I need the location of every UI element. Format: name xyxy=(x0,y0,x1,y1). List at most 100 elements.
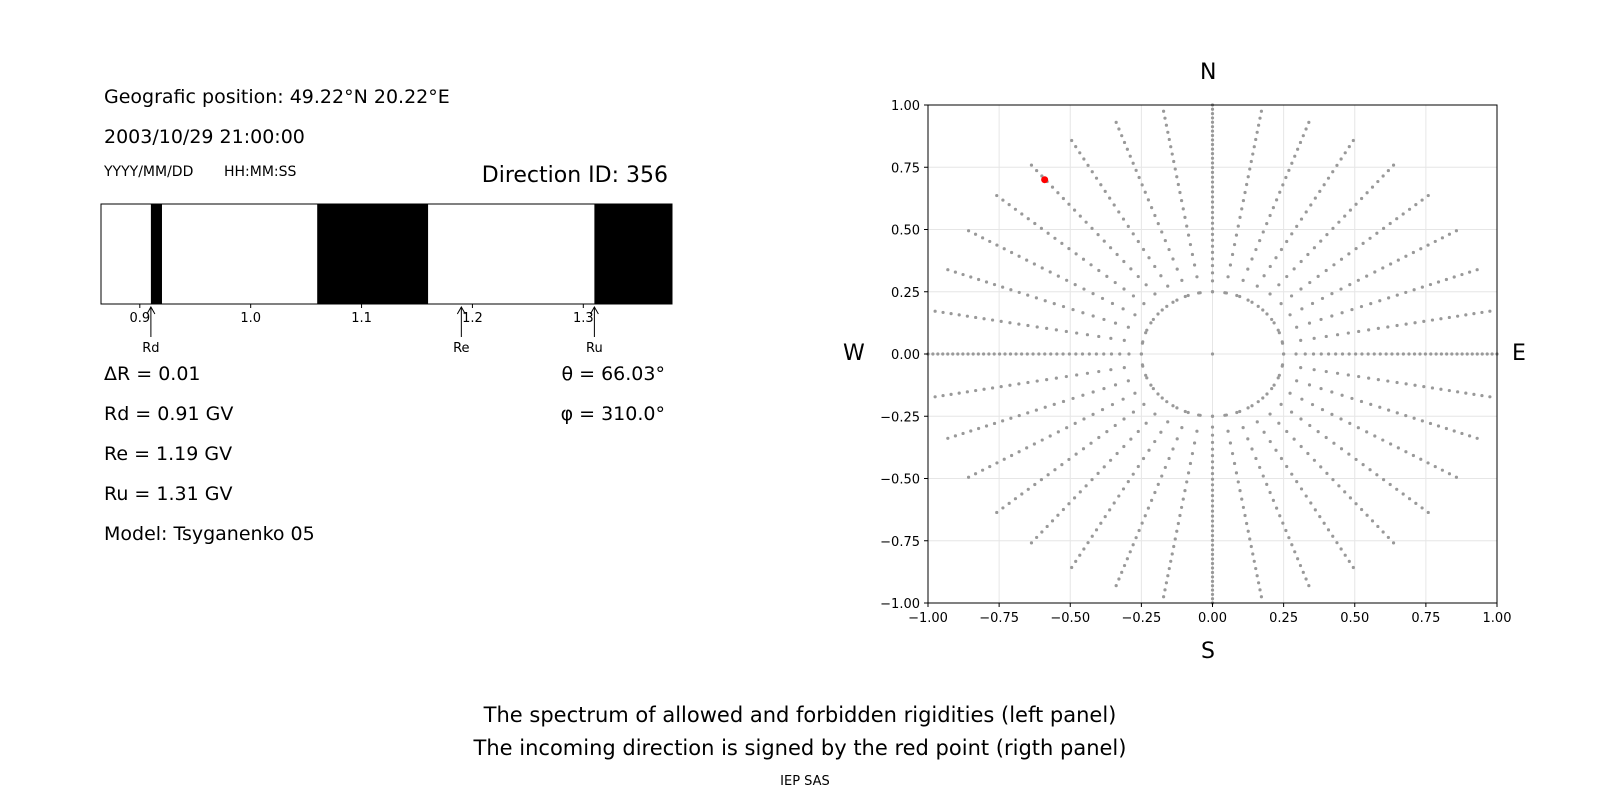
grid-point-395 xyxy=(992,282,997,287)
grid-point-639 xyxy=(1210,440,1215,445)
grid-point-869 xyxy=(1171,404,1175,408)
grid-point-62 xyxy=(1330,314,1334,318)
grid-point-830 xyxy=(1335,371,1340,375)
grid-point-775 xyxy=(1388,482,1392,487)
grid-point-34 xyxy=(1490,352,1494,356)
marker-label-rd: Rd xyxy=(142,341,159,356)
grid-point-244 xyxy=(1210,116,1215,120)
grid-point-846 xyxy=(1480,393,1484,398)
grid-point-867 xyxy=(1151,386,1155,391)
y-tick-label-1: −0.75 xyxy=(880,535,920,550)
grid-point-622 xyxy=(1181,497,1185,501)
grid-point-841 xyxy=(1439,387,1443,391)
grid-point-543 xyxy=(1020,492,1024,496)
grid-point-566 xyxy=(1045,524,1049,529)
grid-point-98 xyxy=(1433,239,1437,244)
rigidity-spectrum-chart: 0.9 1.0 1.1 1.2 1.3 Rd Re Ru xyxy=(100,203,673,356)
grid-point-646 xyxy=(1210,483,1215,487)
grid-point-121 xyxy=(1414,203,1418,207)
grid-point-593 xyxy=(1180,426,1184,430)
grid-point-631 xyxy=(1167,566,1171,571)
grid-point-374 xyxy=(1002,247,1006,251)
grid-point-252 xyxy=(1188,242,1193,247)
grid-point-457 xyxy=(936,352,940,356)
grid-point-691 xyxy=(1256,581,1261,585)
grid-point-439 xyxy=(1031,352,1035,356)
grid-point-831 xyxy=(1346,373,1350,377)
grid-point-400 xyxy=(953,270,958,274)
grid-point-196 xyxy=(1236,224,1240,228)
grid-point-166 xyxy=(1347,145,1351,149)
grid-point-843 xyxy=(1456,390,1460,394)
grid-point-806 xyxy=(1307,383,1312,387)
grid-point-170 xyxy=(1246,267,1250,271)
grid-point-118 xyxy=(1395,217,1399,221)
grid-point-781 xyxy=(1426,510,1430,515)
grid-point-348 xyxy=(1053,236,1057,240)
grid-point-3 xyxy=(1311,352,1316,356)
grid-point-542 xyxy=(1026,487,1030,491)
grid-point-807 xyxy=(1319,386,1323,391)
grid-point-487 xyxy=(1081,393,1085,397)
grid-point-294 xyxy=(1159,274,1163,278)
grid-point-507 xyxy=(1110,402,1115,407)
grid-point-128 xyxy=(1292,267,1296,271)
grid-point-350 xyxy=(1039,226,1044,230)
grid-point-447 xyxy=(987,352,991,356)
grid-point-752 xyxy=(1354,502,1358,506)
direction-scatter-chart: −1.00 −0.75 −0.50 −0.25 0.00 0.25 0.50 0.75 1.00… xyxy=(880,99,1511,626)
grid-point-49 xyxy=(1422,319,1426,323)
grid-point-238 xyxy=(1210,142,1215,147)
grid-point-127 xyxy=(1285,274,1289,279)
grid-point-141 xyxy=(1370,185,1375,189)
x-tick-label-3: −0.25 xyxy=(1121,611,1161,626)
grid-point-364 xyxy=(1082,287,1086,291)
y-tick-label-2: −0.50 xyxy=(880,473,920,488)
grid-point-712 xyxy=(1298,563,1303,568)
grid-point-844 xyxy=(1464,391,1468,395)
grid-point-443 xyxy=(1008,352,1013,356)
grid-point-860 xyxy=(1160,308,1164,312)
grid-point-541 xyxy=(1033,482,1037,487)
ru-value: Ru = 1.31 GV xyxy=(104,483,233,505)
grid-point-367 xyxy=(1056,274,1060,278)
grid-point-726 xyxy=(1304,494,1308,498)
grid-point-186 xyxy=(1298,140,1303,145)
grid-point-855 xyxy=(1224,291,1228,295)
grid-point-667 xyxy=(1210,584,1215,588)
grid-point-408 xyxy=(1064,329,1068,334)
grid-point-105 xyxy=(1299,287,1303,291)
grid-point-594 xyxy=(1175,437,1179,441)
grid-point-236 xyxy=(1210,152,1215,156)
grid-point-599 xyxy=(1156,482,1160,486)
grid-point-668 xyxy=(1210,588,1215,592)
grid-point-51 xyxy=(1439,317,1443,321)
grid-point-290 xyxy=(1117,127,1121,131)
grid-point-44 xyxy=(1376,326,1380,331)
grid-point-538 xyxy=(1053,468,1057,472)
x-tick-label-4: 0.00 xyxy=(1198,611,1227,626)
grid-point-772 xyxy=(1368,468,1372,472)
grid-point-742 xyxy=(1292,437,1296,441)
grid-point-201 xyxy=(1245,182,1249,187)
grid-point-597 xyxy=(1163,465,1167,470)
grid-point-203 xyxy=(1248,167,1252,171)
grid-point-731 xyxy=(1326,528,1331,532)
grid-point-825 xyxy=(1475,436,1479,440)
grid-point-483 xyxy=(1126,379,1130,383)
grid-point-198 xyxy=(1240,207,1244,211)
grid-point-357 xyxy=(995,193,999,198)
grid-point-838 xyxy=(1413,383,1417,387)
grid-point-438 xyxy=(1037,352,1041,356)
grid-point-310 xyxy=(1082,157,1086,161)
grid-point-321 xyxy=(1108,246,1113,250)
grid-point-92 xyxy=(1389,262,1393,266)
grid-point-223 xyxy=(1210,216,1215,220)
grid-point-877 xyxy=(1270,386,1274,391)
grid-point-225 xyxy=(1210,205,1215,209)
grid-point-409 xyxy=(1054,328,1058,332)
grid-point-432 xyxy=(1074,352,1078,356)
grid-point-866 xyxy=(1145,376,1149,380)
grid-point-609 xyxy=(1125,557,1129,561)
grid-point-276 xyxy=(1160,230,1164,234)
